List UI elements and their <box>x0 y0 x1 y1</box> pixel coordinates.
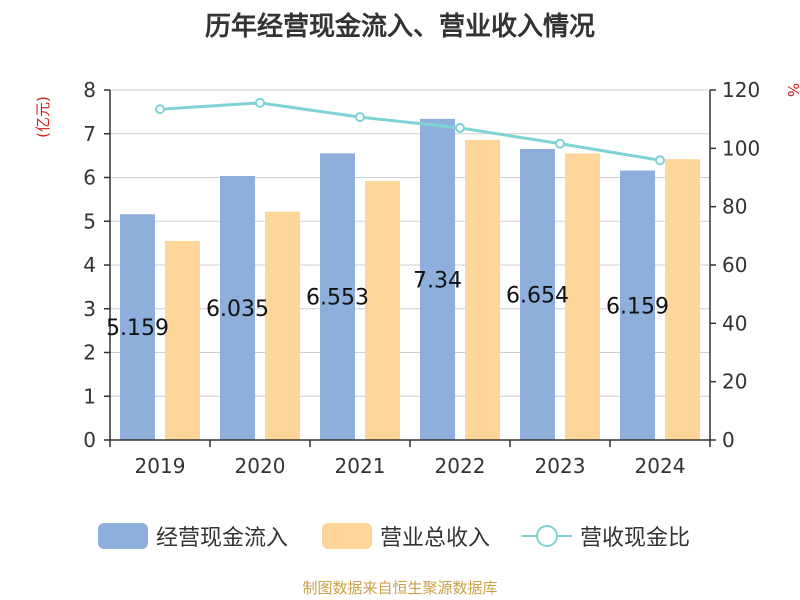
y-tick-label: 0 <box>83 428 96 452</box>
y2-tick-label: 20 <box>722 370 747 394</box>
line-point-ratio <box>555 138 565 149</box>
line-point-ratio <box>255 97 265 108</box>
data-label: 6.159 <box>606 294 669 319</box>
y-axis-label: (亿元) <box>34 96 52 138</box>
y2-tick-label: 120 <box>722 78 760 102</box>
bar-cash-inflow <box>320 153 355 440</box>
line-point-ratio <box>155 104 165 115</box>
y2-axis-label: % <box>784 83 800 97</box>
x-tick-label: 2022 <box>435 454 486 478</box>
y-tick-label: 5 <box>83 209 96 233</box>
legend-label-revenue: 营业总收入 <box>380 526 491 551</box>
data-label: 6.553 <box>306 286 369 311</box>
bar-cash-inflow <box>420 118 455 440</box>
x-tick-label: 2019 <box>135 454 186 478</box>
y2-tick-label: 0 <box>722 428 735 452</box>
x-tick-label: 2024 <box>635 454 686 478</box>
data-label: 7.34 <box>413 268 462 293</box>
y2-tick-label: 100 <box>722 136 760 160</box>
bar-cash-inflow <box>120 214 155 440</box>
y2-tick-label: 60 <box>722 253 747 277</box>
y-tick-label: 1 <box>83 384 96 408</box>
legend-item-cash-inflow[interactable]: 经营现金流入 <box>98 516 288 556</box>
bar-cash-inflow <box>520 148 555 440</box>
bar-revenue <box>365 181 400 440</box>
chart-title: 历年经营现金流入、营业收入情况 <box>204 12 595 42</box>
legend-label-ratio: 营收现金比 <box>580 526 691 551</box>
x-tick-label: 2021 <box>335 454 386 478</box>
legend-item-ratio[interactable]: 营收现金比 <box>522 516 690 556</box>
line-point-ratio <box>455 122 465 133</box>
legend-item-revenue[interactable]: 营业总收入 <box>322 516 490 556</box>
y-tick-label: 8 <box>83 78 96 102</box>
line-ratio <box>159 101 661 162</box>
x-tick-label: 2023 <box>535 454 586 478</box>
y-tick-label: 4 <box>83 253 96 277</box>
bar-revenue <box>665 159 700 440</box>
y-tick-label: 6 <box>83 166 96 190</box>
x-tick-label: 2020 <box>235 454 286 478</box>
legend-label-cash-inflow: 经营现金流入 <box>156 526 289 551</box>
data-label: 6.654 <box>506 283 569 308</box>
y-tick-label: 2 <box>83 341 96 365</box>
line-point-ratio <box>355 112 365 123</box>
chart-legend: 经营现金流入 营业总收入 营收现金比 <box>0 516 800 556</box>
bar-revenue <box>465 139 500 440</box>
legend-swatch-revenue <box>322 523 372 549</box>
line-point-ratio <box>655 155 665 166</box>
bar-revenue <box>565 153 600 440</box>
data-label: 6.035 <box>206 297 269 322</box>
bar-cash-inflow <box>620 170 655 440</box>
data-label: 5.159 <box>106 316 169 341</box>
y-tick-label: 3 <box>83 297 96 321</box>
y2-tick-label: 40 <box>722 311 747 335</box>
data-source-note: 制图数据来自恒生聚源数据库 <box>302 579 498 597</box>
y-tick-label: 7 <box>83 122 96 146</box>
legend-swatch-ratio <box>522 523 572 549</box>
bar-revenue <box>265 211 300 440</box>
bar-cash-inflow <box>220 175 255 440</box>
y2-tick-label: 80 <box>722 195 747 219</box>
legend-swatch-cash-inflow <box>98 523 148 549</box>
bar-revenue <box>165 240 200 440</box>
